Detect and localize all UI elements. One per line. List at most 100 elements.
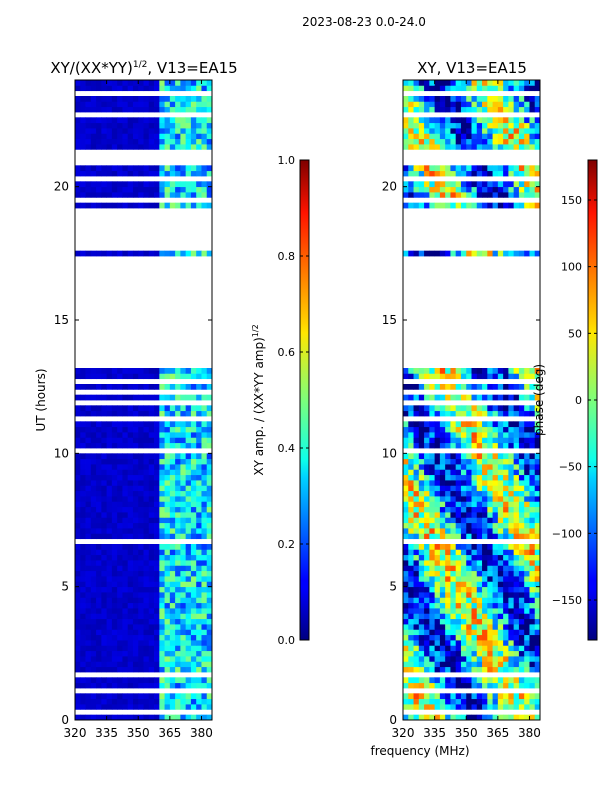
heatmap-cell [96,602,102,609]
heatmap-cell [80,506,86,513]
heatmap-cell [403,85,409,92]
heatmap-cell [201,202,208,209]
heatmap-cell [476,122,483,129]
heatmap-cell [503,165,509,172]
heatmap-cell [482,634,488,641]
heatmap-cell [445,544,451,550]
heatmap-cell [96,592,102,598]
heatmap-cell [143,101,150,108]
heatmap-cell [159,549,165,556]
heatmap-cell [127,394,134,401]
heatmap-cell [450,592,457,598]
heatmap-cell [143,634,150,641]
heatmap-cell [445,421,451,428]
y-tick-label: 10 [382,446,397,460]
heatmap-cell [524,677,530,684]
heatmap-cell [418,186,425,193]
heatmap-cell [476,592,483,598]
heatmap-cell [196,576,202,582]
heatmap-cell [445,592,451,598]
heatmap-cell [503,405,509,412]
heatmap-cell [429,490,436,497]
heatmap-cell [413,656,420,662]
heatmap-cell [476,192,483,198]
heatmap-cell [122,170,129,177]
heatmap-cell [75,549,81,556]
heatmap-cell [434,485,441,492]
heatmap-cell [450,368,457,374]
heatmap-cell [518,421,525,428]
heatmap-cell [190,506,197,513]
heatmap-cell [424,645,430,652]
heatmap-cell [476,106,483,113]
heatmap-cell [80,394,86,401]
heatmap-cell [80,586,86,593]
heatmap-cell [175,250,181,257]
heatmap-cell [138,170,144,177]
heatmap-cell [497,106,504,113]
heatmap-cell [508,128,515,134]
heatmap-cell [518,480,525,486]
heatmap-cell [439,186,446,193]
heatmap-cell [185,549,192,556]
heatmap-cell [164,570,171,577]
heatmap-cell [524,570,530,577]
heatmap-cell [138,165,144,172]
heatmap-cell [201,512,208,518]
heatmap-cell [127,666,134,673]
heatmap-cell [132,597,139,604]
heatmap-cell [460,634,467,641]
heatmap-cell [434,554,441,561]
heatmap-cell [487,554,493,561]
heatmap-cell [403,560,409,566]
heatmap-cell [424,650,430,657]
heatmap-cell [190,368,197,374]
heatmap-cell [180,677,187,684]
heatmap-cell [196,250,202,257]
heatmap-cell [455,682,462,689]
heatmap-cell [80,405,86,412]
heatmap-cell [503,714,509,720]
heatmap-cell [185,128,192,134]
heatmap-cell [450,501,457,508]
heatmap-cell [132,453,139,460]
heatmap-cell [154,186,160,193]
heatmap-cell [403,640,409,646]
heatmap-cell [138,458,144,465]
heatmap-cell [164,608,171,614]
heatmap-cell [482,549,488,556]
heatmap-cell [175,618,181,625]
heatmap-cell [408,133,414,140]
heatmap-cell [508,501,515,508]
heatmap-cell [460,570,467,577]
heatmap-cell [196,613,202,620]
heatmap-cell [534,442,540,449]
heatmap-cell [408,581,414,588]
heatmap-cell [143,576,150,582]
heatmap-cell [418,618,425,625]
heatmap-cell [154,101,160,108]
heatmap-cell [75,640,81,646]
heatmap-cell [424,405,430,412]
heatmap-cell [408,181,414,188]
heatmap-cell [122,373,129,380]
heatmap-cell [471,106,478,113]
heatmap-cell [466,405,472,412]
heatmap-cell [460,106,467,113]
heatmap-cell [180,410,187,417]
heatmap-cell [418,128,425,134]
heatmap-cell [143,181,150,188]
heatmap-cell [429,474,436,481]
heatmap-cell [122,506,129,513]
heatmap-cell [154,405,160,412]
heatmap-cell [85,453,92,460]
heatmap-cell [122,426,129,433]
heatmap-cell [445,106,451,113]
heatmap-cell [534,634,540,641]
heatmap-cell [429,554,436,561]
heatmap-cell [534,421,540,428]
heatmap-cell [534,528,540,534]
heatmap-cell [175,570,181,577]
colorbar-tick-label: −100 [552,527,582,540]
heatmap-cell [90,645,97,652]
